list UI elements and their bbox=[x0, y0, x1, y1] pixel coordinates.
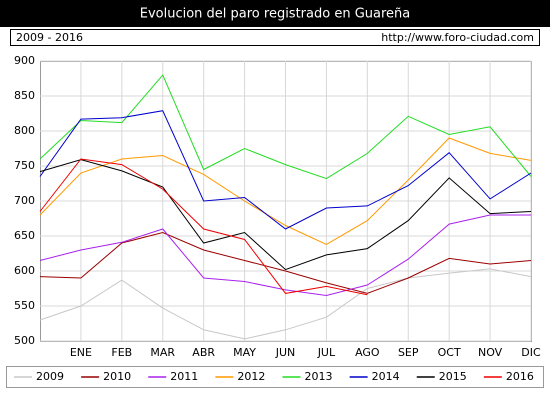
series-line bbox=[39, 137, 532, 245]
subtitle: 2009 - 2016 bbox=[16, 31, 83, 44]
legend-box bbox=[6, 366, 544, 388]
legend-label: 2012 bbox=[237, 370, 265, 383]
legend-label: 2009 bbox=[36, 370, 64, 383]
y-tick-label: 600 bbox=[14, 264, 35, 277]
series-line bbox=[39, 214, 531, 297]
y-tick-label: 550 bbox=[14, 299, 35, 312]
y-tick-label: 800 bbox=[14, 124, 35, 137]
x-tick-label: JUL bbox=[317, 346, 336, 359]
legend-label: 2010 bbox=[103, 370, 131, 383]
series-line bbox=[39, 268, 532, 340]
series-line bbox=[39, 158, 368, 296]
source: http://www.foro-ciudad.com bbox=[381, 31, 534, 44]
y-tick-label: 900 bbox=[14, 54, 35, 67]
x-tick-label: MAY bbox=[233, 346, 256, 359]
legend-label: 2013 bbox=[305, 370, 333, 383]
legend-label: 2011 bbox=[170, 370, 198, 383]
x-tick-label: FEB bbox=[111, 346, 132, 359]
y-tick-label: 500 bbox=[14, 334, 35, 347]
x-tick-label: OCT bbox=[438, 346, 461, 359]
series-line bbox=[39, 74, 532, 180]
legend-label: 2016 bbox=[506, 370, 534, 383]
x-tick-label: DIC bbox=[521, 346, 541, 359]
legend-label: 2014 bbox=[372, 370, 400, 383]
y-tick-label: 650 bbox=[14, 229, 35, 242]
y-tick-label: 750 bbox=[14, 159, 35, 172]
x-tick-label: MAR bbox=[150, 346, 175, 359]
series-line bbox=[39, 231, 532, 294]
y-tick-label: 850 bbox=[14, 89, 35, 102]
subtitle-box bbox=[10, 29, 540, 46]
x-tick-label: SEP bbox=[398, 346, 419, 359]
legend-label: 2015 bbox=[439, 370, 467, 383]
series-line bbox=[39, 110, 532, 230]
chart-title: Evolucion del paro registrado en Guareña bbox=[140, 7, 411, 22]
series-line bbox=[39, 159, 532, 271]
y-tick-label: 700 bbox=[14, 194, 35, 207]
x-tick-label: NOV bbox=[478, 346, 503, 359]
x-tick-label: AGO bbox=[355, 346, 380, 359]
x-tick-label: ENE bbox=[70, 346, 92, 359]
x-tick-label: ABR bbox=[192, 346, 215, 359]
title-bar bbox=[0, 0, 550, 27]
x-tick-label: JUN bbox=[275, 346, 296, 359]
